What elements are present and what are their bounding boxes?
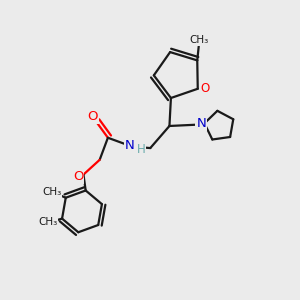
Text: CH₃: CH₃ — [38, 217, 58, 226]
Text: O: O — [87, 110, 98, 123]
Text: O: O — [201, 82, 210, 95]
Text: CH₃: CH₃ — [42, 187, 61, 197]
Text: CH₃: CH₃ — [190, 35, 209, 45]
Text: O: O — [73, 169, 83, 182]
Text: N: N — [125, 139, 135, 152]
Text: N: N — [196, 117, 206, 130]
Text: H: H — [136, 143, 145, 156]
